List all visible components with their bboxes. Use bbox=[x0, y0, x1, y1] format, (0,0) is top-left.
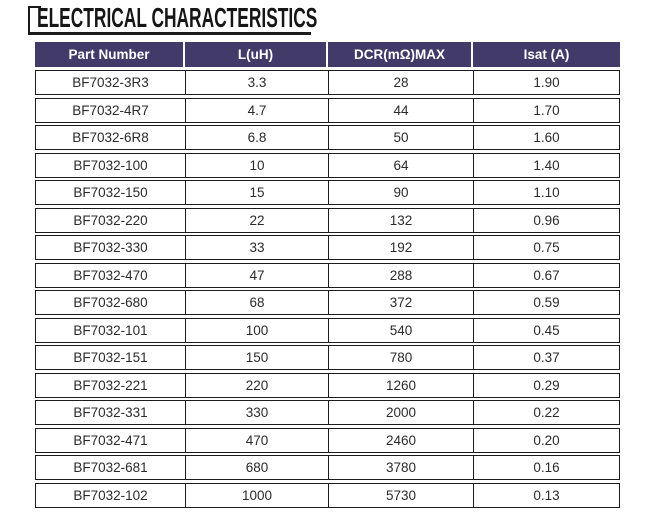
cell-isat: 1.10 bbox=[533, 185, 560, 200]
table-row: BF7032-681 680 3780 0.16 bbox=[35, 455, 620, 480]
cell-dcr-max: 132 bbox=[329, 208, 474, 232]
cell-dcr-max: 288 bbox=[329, 263, 474, 287]
cell-l-uh: 6.8 bbox=[186, 126, 329, 149]
cell-part-number: BF7032-4R7 bbox=[36, 98, 186, 122]
cell-l-uh: 470 bbox=[186, 428, 329, 452]
cell-part-number: BF7032-221 bbox=[36, 373, 186, 397]
cell-part-number: BF7032-101 bbox=[36, 318, 186, 342]
cell-isat: 1.70 bbox=[533, 102, 560, 118]
cell-isat: 0.37 bbox=[533, 350, 560, 365]
cell-dcr-max: 3780 bbox=[329, 456, 474, 479]
cell-part-number: BF7032-150 bbox=[36, 181, 186, 204]
cell-l-uh: 150 bbox=[186, 346, 329, 369]
cell-isat: 0.45 bbox=[533, 322, 560, 338]
cell-part-number: BF7032-471 bbox=[36, 428, 186, 452]
table-row: BF7032-470 47 288 0.67 bbox=[35, 262, 620, 288]
table-row: BF7032-330 33 192 0.75 bbox=[35, 235, 620, 260]
cell-dcr-max: 780 bbox=[329, 346, 474, 369]
table-row: BF7032-471 470 2460 0.20 bbox=[35, 427, 620, 453]
cell-l-uh: 68 bbox=[186, 291, 329, 314]
cell-dcr-max: 192 bbox=[329, 236, 474, 259]
cell-part-number: BF7032-681 bbox=[36, 456, 186, 479]
cell-isat: 1.90 bbox=[533, 75, 560, 90]
cell-dcr-max: 540 bbox=[329, 318, 474, 342]
cell-dcr-max: 2460 bbox=[329, 428, 474, 452]
cell-part-number: BF7032-330 bbox=[36, 236, 186, 259]
cell-part-number: BF7032-331 bbox=[36, 401, 186, 424]
column-header-dcr-max: DCR(mΩ)MAX bbox=[328, 42, 473, 67]
table-row: BF7032-221 220 1260 0.29 bbox=[35, 372, 620, 398]
cell-isat: 0.16 bbox=[533, 460, 560, 475]
table-body: BF7032-3R3 3.3 28 1.90 BF7032-4R7 4.7 44 1.70 BF… bbox=[35, 70, 620, 508]
cell-part-number: BF7032-102 bbox=[36, 483, 186, 507]
cell-l-uh: 330 bbox=[186, 401, 329, 424]
cell-dcr-max: 90 bbox=[329, 181, 474, 204]
cell-part-number: BF7032-100 bbox=[36, 153, 186, 177]
cell-isat: 0.22 bbox=[533, 405, 560, 420]
electrical-characteristics-table: Part Number L(uH) DCR(mΩ)MAX Isat (A) BF… bbox=[35, 42, 620, 510]
cell-l-uh: 15 bbox=[186, 181, 329, 204]
cell-isat: 0.20 bbox=[533, 432, 560, 448]
cell-isat: 0.96 bbox=[533, 212, 560, 228]
cell-isat: 0.75 bbox=[533, 240, 560, 255]
cell-isat: 0.59 bbox=[533, 295, 560, 310]
cell-l-uh: 3.3 bbox=[186, 71, 329, 94]
table-row: BF7032-331 330 2000 0.22 bbox=[35, 400, 620, 425]
cell-isat: 0.29 bbox=[533, 377, 560, 393]
cell-part-number: BF7032-151 bbox=[36, 346, 186, 369]
table-row: BF7032-101 100 540 0.45 bbox=[35, 317, 620, 343]
page-title: ELECTRICAL CHARACTERISTICS bbox=[37, 2, 318, 33]
table-row: BF7032-100 10 64 1.40 bbox=[35, 152, 620, 178]
column-header-inductance: L(uH) bbox=[185, 42, 328, 67]
table-row: BF7032-151 150 780 0.37 bbox=[35, 345, 620, 370]
table-row: BF7032-220 22 132 0.96 bbox=[35, 207, 620, 233]
cell-l-uh: 220 bbox=[186, 373, 329, 397]
cell-l-uh: 10 bbox=[186, 153, 329, 177]
cell-part-number: BF7032-3R3 bbox=[36, 71, 186, 94]
table-row: BF7032-680 68 372 0.59 bbox=[35, 290, 620, 315]
title-underline bbox=[28, 32, 311, 35]
cell-l-uh: 33 bbox=[186, 236, 329, 259]
cell-l-uh: 1000 bbox=[186, 483, 329, 507]
table-row: BF7032-4R7 4.7 44 1.70 bbox=[35, 97, 620, 123]
cell-isat: 1.40 bbox=[533, 157, 560, 173]
cell-part-number: BF7032-220 bbox=[36, 208, 186, 232]
cell-l-uh: 47 bbox=[186, 263, 329, 287]
cell-dcr-max: 1260 bbox=[329, 373, 474, 397]
cell-dcr-max: 44 bbox=[329, 98, 474, 122]
cell-dcr-max: 64 bbox=[329, 153, 474, 177]
table-row: BF7032-6R8 6.8 50 1.60 bbox=[35, 125, 620, 150]
cell-isat: 1.60 bbox=[533, 130, 560, 145]
cell-l-uh: 22 bbox=[186, 208, 329, 232]
table-row: BF7032-3R3 3.3 28 1.90 bbox=[35, 70, 620, 95]
corner-bracket-icon bbox=[28, 6, 41, 34]
table-row: BF7032-102 1000 5730 0.13 bbox=[35, 482, 620, 508]
cell-isat: 0.13 bbox=[533, 487, 560, 503]
cell-l-uh: 100 bbox=[186, 318, 329, 342]
cell-part-number: BF7032-6R8 bbox=[36, 126, 186, 149]
column-header-part-number: Part Number bbox=[35, 42, 185, 67]
cell-dcr-max: 50 bbox=[329, 126, 474, 149]
cell-part-number: BF7032-470 bbox=[36, 263, 186, 287]
column-header-isat: Isat (A) bbox=[473, 42, 620, 67]
table-header-row: Part Number L(uH) DCR(mΩ)MAX Isat (A) bbox=[35, 42, 620, 67]
cell-dcr-max: 2000 bbox=[329, 401, 474, 424]
cell-dcr-max: 28 bbox=[329, 71, 474, 94]
cell-part-number: BF7032-680 bbox=[36, 291, 186, 314]
cell-dcr-max: 372 bbox=[329, 291, 474, 314]
cell-isat: 0.67 bbox=[533, 267, 560, 283]
table-row: BF7032-150 15 90 1.10 bbox=[35, 180, 620, 205]
cell-dcr-max: 5730 bbox=[329, 483, 474, 507]
cell-l-uh: 680 bbox=[186, 456, 329, 479]
cell-l-uh: 4.7 bbox=[186, 98, 329, 122]
